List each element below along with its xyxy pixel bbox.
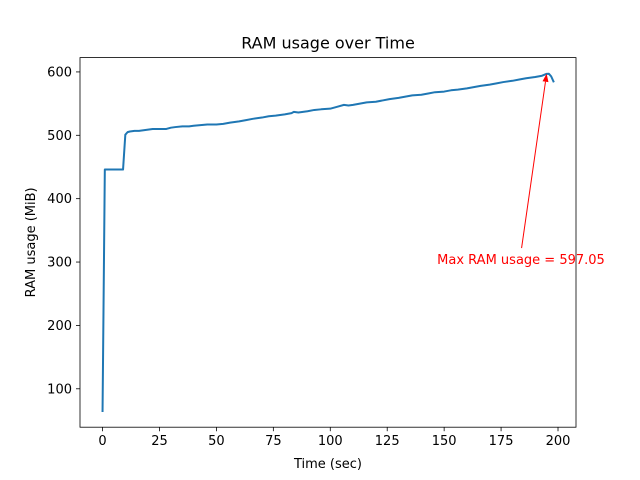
y-tick-label: 500 (47, 129, 72, 144)
chart-title: RAM usage over Time (241, 34, 415, 53)
annotation-arrow-shaft (521, 81, 546, 249)
y-axis-ticks: 100 200 300 400 500 600 (47, 65, 80, 397)
ram-usage-line (101, 72, 555, 412)
x-tick-label: 150 (432, 434, 457, 449)
y-tick-label: 400 (47, 192, 72, 207)
y-tick-label: 100 (47, 382, 72, 397)
x-tick-label: 175 (489, 434, 514, 449)
y-axis-label: RAM usage (MiB) (24, 187, 39, 297)
plot-frame (79, 57, 577, 428)
x-axis-ticks: 0 25 50 75 100 125 150 175 200 (98, 427, 570, 449)
annotation-text: Max RAM usage = 597.05 (437, 253, 605, 268)
x-tick-label: 0 (98, 434, 106, 449)
plot-area (101, 72, 555, 412)
x-axis-label: Time (sec) (293, 457, 362, 472)
x-tick-label: 125 (375, 434, 400, 449)
annotation-arrow-head (542, 73, 549, 83)
y-tick-label: 600 (47, 65, 72, 80)
x-tick-label: 50 (208, 434, 225, 449)
max-annotation: Max RAM usage = 597.05 (437, 73, 605, 268)
x-tick-label: 200 (546, 434, 571, 449)
x-tick-label: 100 (318, 434, 343, 449)
x-tick-label: 25 (151, 434, 168, 449)
y-tick-label: 200 (47, 319, 72, 334)
x-tick-label: 75 (265, 434, 282, 449)
y-tick-label: 300 (47, 256, 72, 271)
